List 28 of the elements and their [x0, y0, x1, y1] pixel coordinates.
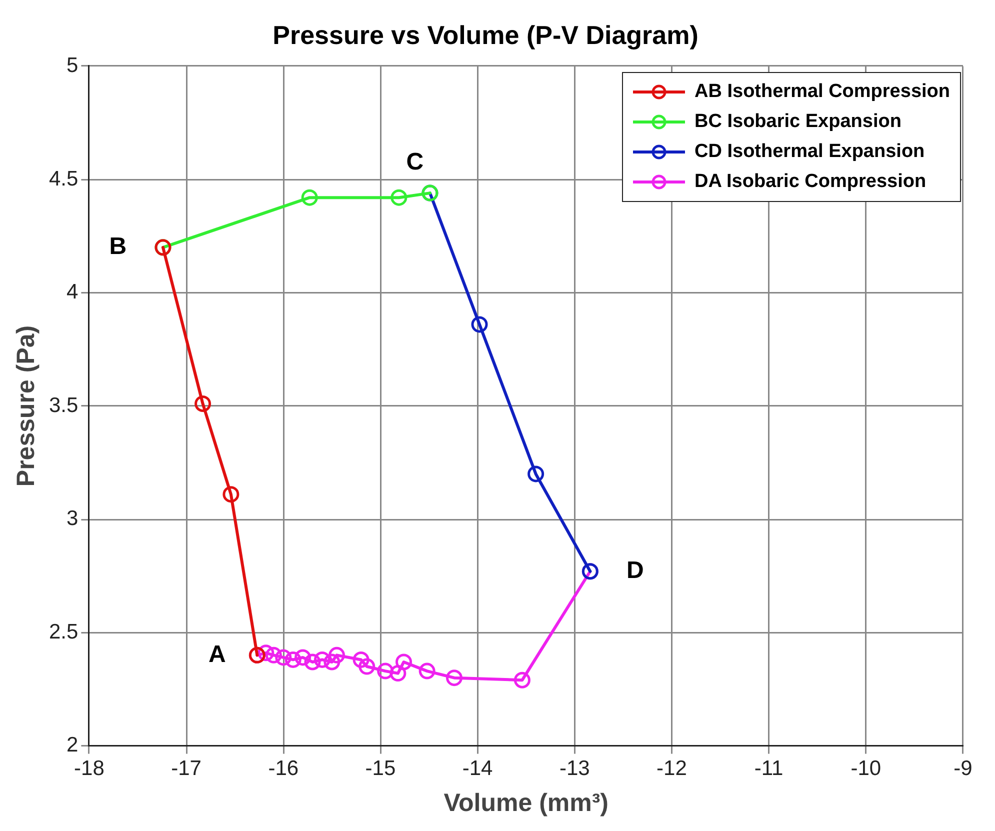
- x-tick-label: -16: [268, 757, 299, 780]
- y-tick-label: 4.5: [48, 167, 78, 190]
- y-axis-title: Pressure (Pa): [12, 325, 40, 487]
- y-tick-label: 4: [66, 280, 79, 304]
- annotation: D: [626, 556, 644, 584]
- x-tick-label: -9: [954, 757, 972, 780]
- x-tick-label: -10: [850, 757, 882, 780]
- y-tick-label: 3: [66, 507, 78, 530]
- y-tick-label: 2: [66, 734, 78, 757]
- annotation: A: [208, 640, 226, 668]
- x-axis-title: Volume (mm³): [444, 788, 609, 817]
- x-tick-label: -17: [171, 757, 202, 780]
- chart-title: Pressure vs Volume (P-V Diagram): [272, 20, 698, 50]
- legend-label: BC Isobaric Expansion: [694, 111, 902, 133]
- annotation: C: [406, 148, 424, 176]
- x-tick-label: -13: [559, 757, 590, 780]
- x-tick-label: -12: [656, 757, 687, 780]
- annotation: B: [109, 233, 127, 260]
- legend-label: AB Isothermal Compression: [694, 81, 950, 103]
- legend-label: DA Isobaric Compression: [694, 171, 926, 193]
- x-tick-label: -18: [74, 757, 104, 780]
- y-tick-label: 2.5: [48, 620, 78, 644]
- x-tick-label: -11: [754, 757, 784, 780]
- y-tick-label: 3.5: [48, 394, 78, 417]
- x-tick-label: -15: [365, 757, 396, 780]
- x-tick-label: -14: [462, 757, 494, 780]
- legend-label: CD Isothermal Expansion: [694, 141, 925, 163]
- y-tick-label: 5: [66, 54, 78, 77]
